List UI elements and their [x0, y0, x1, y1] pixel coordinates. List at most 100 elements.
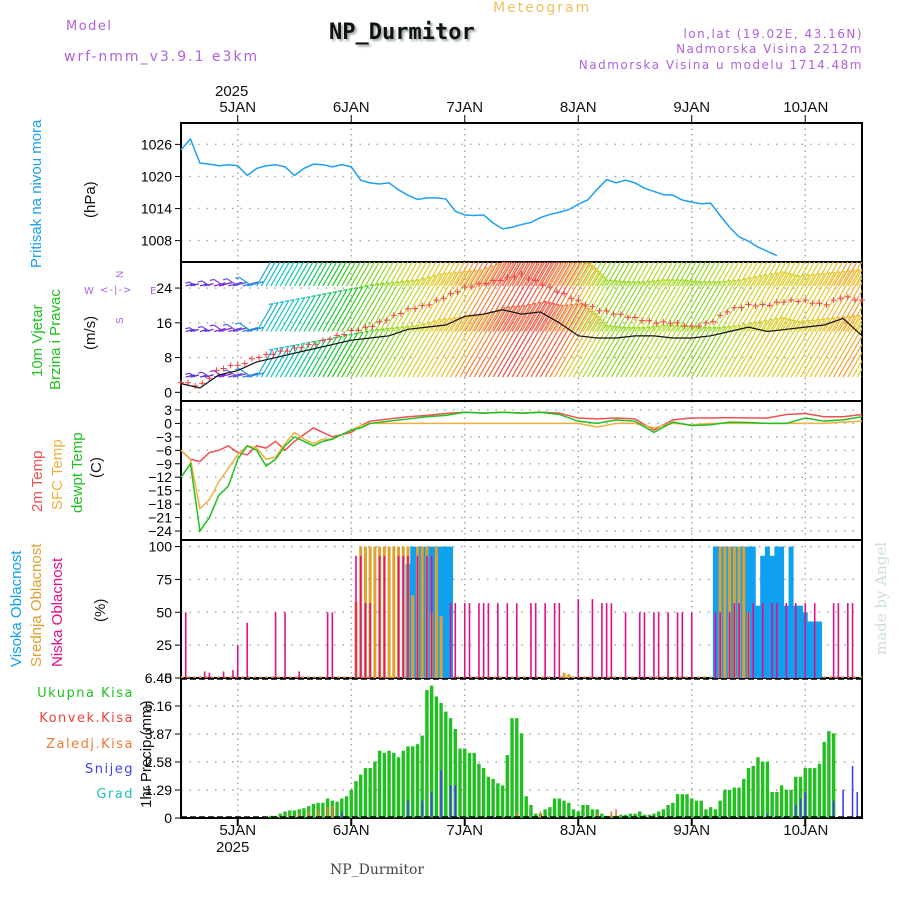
wind-arrow: [596, 326, 627, 378]
wind-arrow: [530, 262, 546, 287]
wind-arrow-head: [364, 240, 368, 241]
wind-arrow: [284, 262, 300, 287]
wind-arrow: [379, 280, 410, 332]
precip-bar-total: [463, 748, 467, 818]
wind-arrow-head: [579, 212, 583, 213]
wind-arrow: [213, 278, 224, 287]
precip-bar-total: [349, 789, 353, 818]
wind-arrow: [828, 318, 862, 378]
wind-arrow: [719, 322, 752, 378]
model-elevation: Nadmorska Visina u modelu 1714.48m: [578, 58, 863, 72]
wind-arrow: [308, 292, 332, 332]
precip-bar-total: [368, 768, 372, 818]
wind-arrow: [752, 317, 788, 378]
wind-arrow: [487, 303, 532, 378]
wind-arrow: [440, 269, 478, 332]
wind-arrow-head: [322, 248, 326, 249]
wind-arrow: [729, 262, 745, 287]
bottom-station-name: NP_Durmitor: [330, 862, 425, 878]
precip-bar-snow: [799, 798, 802, 818]
precip-bar-total: [708, 807, 713, 818]
wind-arrow-head: [227, 282, 232, 285]
precip-bar-total: [269, 815, 273, 818]
wind-arrow: [762, 319, 797, 378]
wind-arrow: [473, 262, 489, 287]
wind-arrow-head: [881, 313, 885, 314]
wind-arrow: [833, 281, 862, 332]
precip-bar-total: [311, 803, 316, 818]
wind-arrow: [431, 262, 447, 287]
cloud-bar-high: [443, 546, 449, 678]
wind-arrow: [842, 297, 862, 332]
wind-arrow-head: [197, 325, 203, 329]
wind-arrow-head: [327, 247, 331, 248]
wind-arrow: [554, 262, 570, 287]
wind-arrow: [719, 277, 752, 332]
wind-arrow-head: [551, 258, 555, 259]
wind-arrow-head: [495, 218, 499, 219]
wind-arrow-head: [311, 250, 315, 251]
wind-arrow: [213, 370, 224, 378]
precip-bar-total: [340, 798, 344, 818]
temp-line-sfc: [180, 420, 863, 511]
wind-arrow: [691, 326, 722, 378]
precip-bar-total: [444, 711, 448, 818]
precip-bar-freezing: [596, 813, 598, 818]
wind-arrow-head: [783, 227, 787, 228]
cloud-bar-high: [816, 621, 822, 678]
wind-arrow-head: [537, 211, 541, 212]
wind-arrow: [790, 262, 806, 287]
wind-arrow-head: [532, 258, 536, 259]
model-label: Model: [66, 19, 113, 34]
wind-arrow: [464, 262, 506, 332]
wind-arrow-head: [604, 234, 608, 235]
wind-arrow: [435, 270, 473, 332]
wind-arrow: [483, 262, 525, 332]
wind-arrow: [629, 325, 661, 378]
wind-arrow-head: [284, 299, 289, 303]
wind-arrow: [563, 270, 600, 332]
wind-arrow: [639, 262, 655, 287]
wind-arrow: [587, 325, 618, 378]
wind-arrow-head: [185, 372, 190, 375]
wind-arrow-head: [569, 213, 573, 214]
precip-bar-total: [354, 781, 358, 818]
wind-arrow: [700, 325, 732, 378]
wind-arrow: [852, 313, 862, 332]
wind-arrow: [629, 262, 645, 287]
wind-arrow-head: [707, 236, 711, 237]
wind-arrow: [450, 262, 466, 287]
precip-bar-total: [827, 731, 831, 818]
wind-arrow-head: [796, 230, 800, 231]
wind-arrow: [402, 262, 418, 287]
precip-bar-total: [453, 729, 457, 818]
cloud-bar-mid: [392, 546, 396, 678]
wind-arrow-head: [769, 228, 773, 229]
y-tick-label: 0: [164, 384, 172, 400]
wind-arrow: [544, 262, 560, 287]
precip-bar-total: [704, 809, 708, 818]
cloud-bar-low: [601, 603, 603, 678]
wind-arrow: [516, 262, 558, 332]
cloud-bar-low: [397, 555, 400, 678]
wind-arrow: [539, 262, 582, 332]
wind-arrow: [681, 262, 697, 287]
wind-arrow-head: [559, 214, 563, 215]
wind-arrow: [364, 262, 380, 287]
wind-arrow: [833, 326, 862, 378]
wind-arrow: [379, 262, 395, 287]
wind-arrow-head: [348, 243, 352, 244]
wind-arrow-head: [698, 236, 702, 237]
bottom-day-label: 5JAN: [219, 822, 257, 839]
wind-arrow: [445, 269, 483, 332]
wind-arrow: [743, 317, 779, 378]
cloud-bar-low: [378, 555, 381, 678]
watermark: made by Angel: [872, 541, 890, 655]
y-tick-label: 3: [164, 402, 172, 418]
wind-arrow: [719, 262, 735, 287]
wind-arrow-head: [194, 283, 199, 286]
wind-arrow: [573, 262, 589, 287]
wind-arrow-head: [774, 227, 778, 228]
y-tick-label: −6: [156, 442, 172, 458]
wind-arrow: [454, 310, 494, 378]
